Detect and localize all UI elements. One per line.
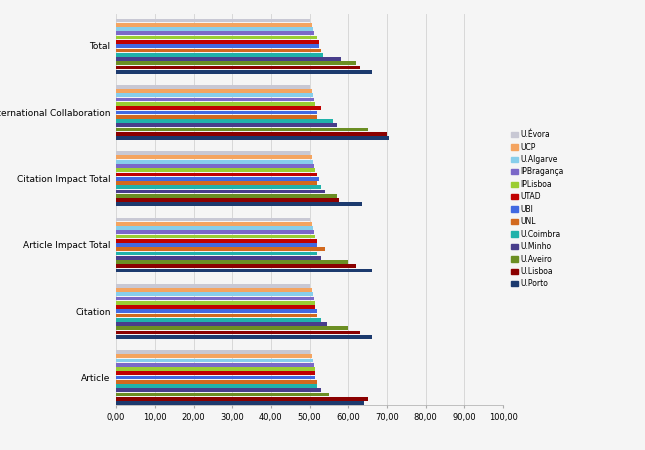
Bar [116,89,312,93]
Bar [116,335,372,339]
Bar [116,376,315,379]
Bar [116,177,319,180]
Bar [116,185,321,189]
Bar [116,284,310,288]
Bar [116,98,314,102]
Bar [116,61,356,65]
Bar [116,202,362,206]
Bar [116,111,317,114]
Bar [116,363,314,367]
Bar [116,367,315,371]
Bar [116,269,372,272]
Bar [116,18,310,22]
Bar [116,156,312,159]
Bar [116,102,315,106]
Bar [116,49,321,52]
Bar [116,326,348,330]
Bar [116,393,329,396]
Bar [116,230,314,234]
Bar [116,128,368,131]
Bar [116,164,314,168]
Bar [116,301,315,305]
Bar [116,94,313,97]
Bar [116,66,360,69]
Bar [116,198,339,202]
Bar [116,350,310,354]
Bar [116,297,314,300]
Bar [116,388,321,392]
Bar [116,401,364,405]
Bar [116,252,317,256]
Bar [116,36,317,40]
Bar [116,305,315,309]
Bar [116,44,319,48]
Bar [116,23,312,27]
Bar [116,151,310,155]
Bar [116,260,348,264]
Bar [116,331,360,334]
Bar [116,136,389,140]
Bar [116,172,317,176]
Bar [116,194,337,198]
Bar [116,106,321,110]
Bar [116,70,372,74]
Bar [116,318,321,322]
Bar [116,189,325,194]
Bar [116,132,387,135]
Bar [116,27,313,31]
Bar [116,57,341,61]
Bar [116,243,317,247]
Bar [116,248,325,251]
Bar [116,53,323,57]
Bar [116,239,317,243]
Bar [116,314,317,317]
Bar [116,234,315,239]
Bar [116,384,317,388]
Bar [116,256,321,260]
Bar [116,222,312,225]
Bar [116,288,312,292]
Bar [116,310,317,313]
Bar [116,292,313,296]
Bar [116,85,310,89]
Legend: U.Évora, UCP, U.Algarve, IPBragança, IPLisboa, UTAD, UBI, UNL, U.Coimbra, U.Minh: U.Évora, UCP, U.Algarve, IPBragança, IPL… [511,130,564,288]
Bar [116,40,319,44]
Bar [116,397,368,401]
Bar [116,32,314,35]
Bar [116,168,315,172]
Bar [116,322,327,326]
Bar [116,115,317,118]
Bar [116,380,317,384]
Bar [116,265,356,268]
Bar [116,371,315,375]
Bar [116,217,310,221]
Bar [116,119,333,123]
Bar [116,123,337,127]
Bar [116,181,317,185]
Bar [116,160,313,163]
Bar [116,359,313,362]
Bar [116,226,313,230]
Bar [116,354,312,358]
